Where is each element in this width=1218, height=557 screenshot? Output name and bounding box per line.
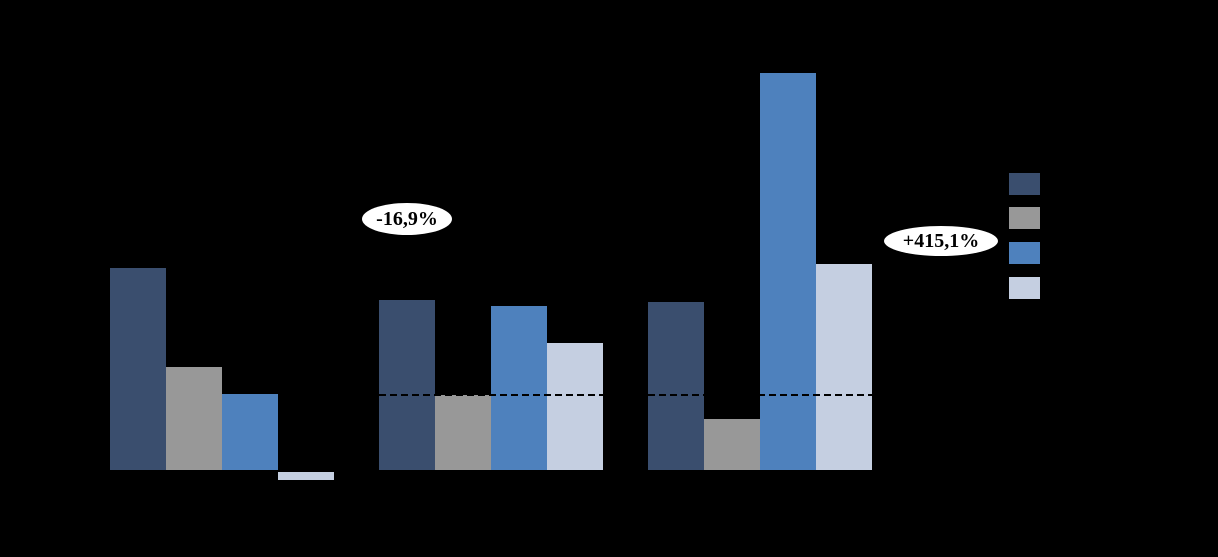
bar-group-1-series-1 (110, 267, 166, 470)
dashed-reference-line-group-2 (379, 394, 603, 396)
bar-group-3-series-2 (704, 418, 760, 470)
bar-group-3-series-4 (816, 263, 872, 470)
bar-group-2-series-4 (547, 343, 603, 470)
bar-group-1-series-3 (222, 393, 278, 470)
bar-group-1-series-4 (278, 471, 334, 480)
bar-group-3-series-3 (760, 72, 816, 470)
annotation-label-2: +415,1% (902, 230, 980, 252)
bar-group-2-series-1 (379, 300, 435, 470)
bar-group-1-series-2 (166, 367, 222, 470)
bar-group-2-series-2 (435, 394, 491, 470)
annotation-label-1: -16,9% (376, 208, 438, 230)
bar-group-2-series-3 (491, 306, 547, 470)
dashed-reference-line-group-3 (648, 394, 872, 396)
bar-group-3-series-1 (648, 302, 704, 470)
annotation-ellipse-2: +415,1% (884, 226, 998, 256)
annotation-ellipse-1: -16,9% (362, 203, 452, 235)
